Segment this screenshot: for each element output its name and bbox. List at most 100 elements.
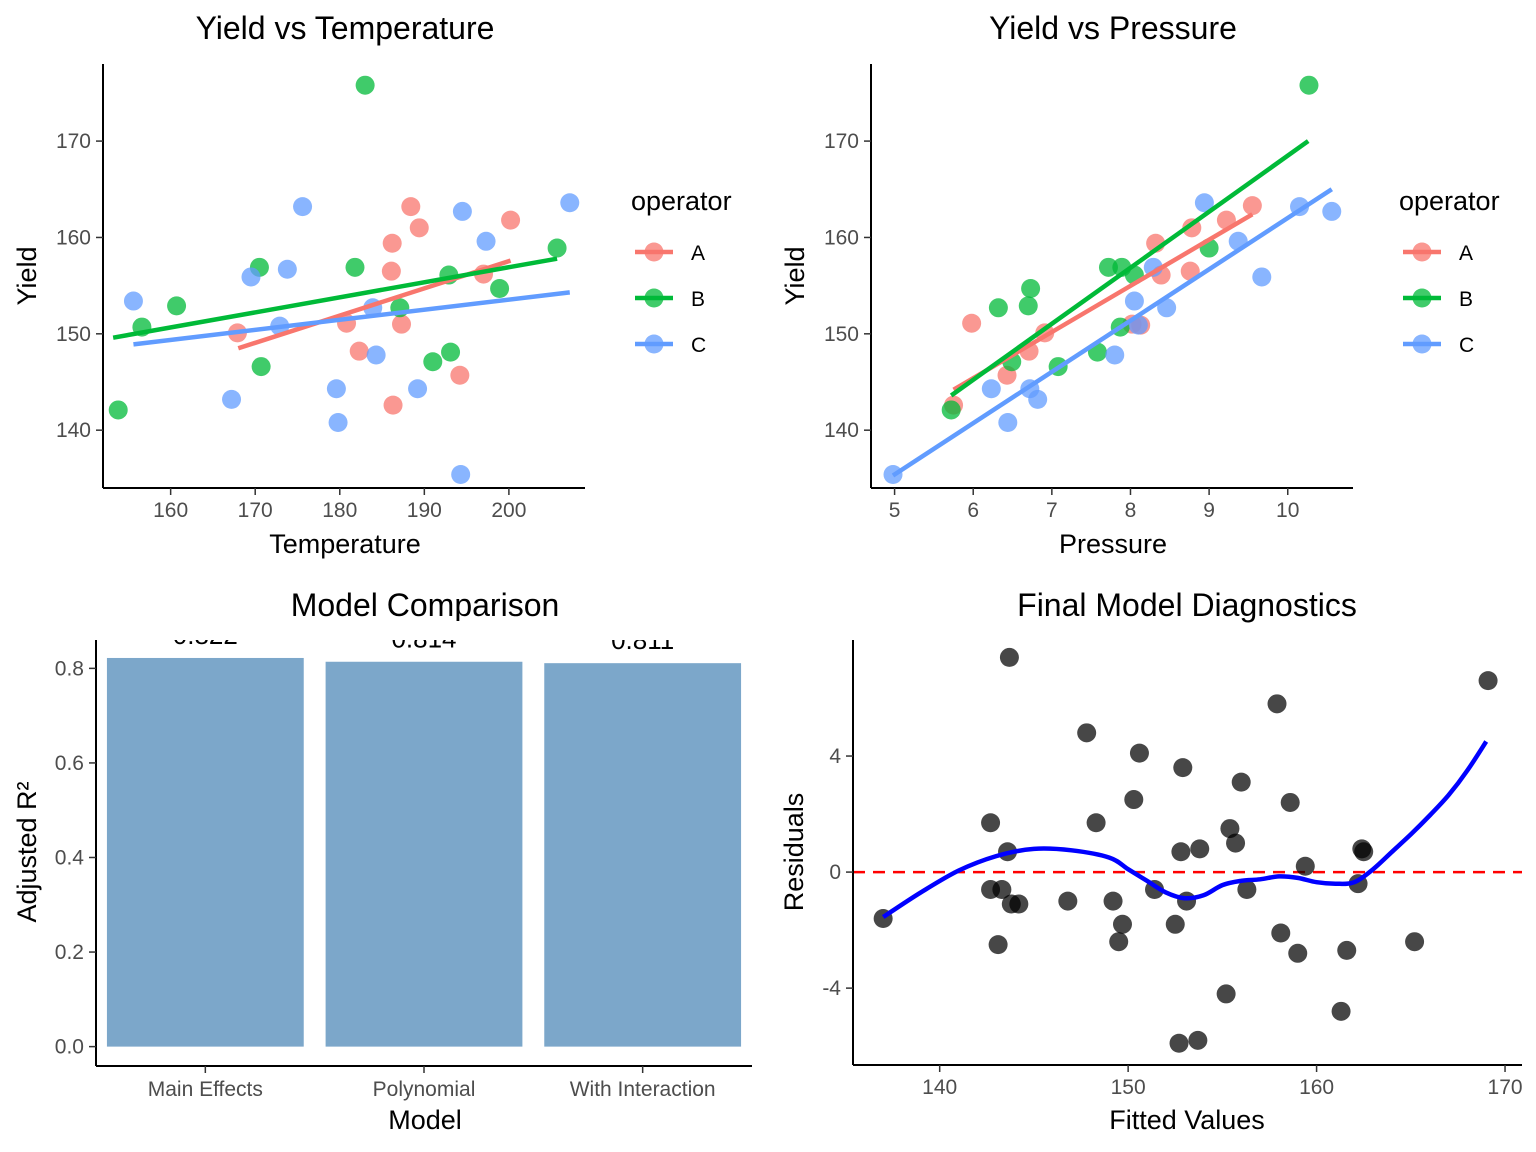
data-point-c xyxy=(1157,298,1177,318)
data-point-c xyxy=(1028,389,1048,409)
x-tick-label: Polynomial xyxy=(373,1078,476,1101)
data-point-a xyxy=(401,197,421,217)
data-point-c xyxy=(328,412,348,432)
residual-point xyxy=(1271,923,1291,943)
data-point-b xyxy=(423,352,443,372)
legend-label-b: B xyxy=(691,288,705,311)
residual-point xyxy=(1173,758,1193,778)
data-point-c xyxy=(1194,193,1214,213)
data-point-c xyxy=(560,193,580,213)
fit-line-b xyxy=(112,256,558,340)
x-tick-label: 140 xyxy=(922,1076,957,1099)
x-tick-label: 6 xyxy=(967,499,979,522)
residual-point xyxy=(1169,1033,1189,1053)
residual-point xyxy=(1354,842,1374,862)
y-tick-label: 0.6 xyxy=(55,752,84,775)
data-point-b xyxy=(441,342,461,362)
residual-point xyxy=(1103,891,1123,911)
legend-label-c: C xyxy=(1459,334,1474,357)
yield-vs-pressure-panel: Yield vs Pressure Pressure Yield operato… xyxy=(780,10,1500,559)
legend-label-a: A xyxy=(1459,242,1473,265)
x-tick-label: 5 xyxy=(889,499,901,522)
y-tick-label: 160 xyxy=(56,226,91,249)
legend-label-b: B xyxy=(1459,288,1473,311)
x-tick-label: 160 xyxy=(1299,1076,1334,1099)
data-point-b xyxy=(251,357,271,377)
residual-point xyxy=(1226,833,1246,853)
data-point-c xyxy=(452,201,472,221)
data-point-b xyxy=(355,75,375,95)
data-point-a xyxy=(349,341,369,361)
x-tick-label: 9 xyxy=(1203,499,1215,522)
data-point-c xyxy=(1124,291,1144,311)
data-point-b xyxy=(490,279,510,299)
y-tick-label: 0.2 xyxy=(55,941,84,964)
residual-point xyxy=(1216,984,1236,1004)
y-tick-label: 170 xyxy=(56,130,91,153)
data-point-c xyxy=(408,379,428,399)
y-axis-title: Yield xyxy=(780,246,810,305)
legend-title: operator xyxy=(1399,186,1500,216)
x-tick-label: 170 xyxy=(238,499,273,522)
legend-label-a: A xyxy=(691,242,705,265)
data-point-b xyxy=(1018,296,1038,316)
data-point-c xyxy=(1105,345,1125,365)
x-axis-title: Temperature xyxy=(269,529,421,559)
y-tick-label: 150 xyxy=(56,323,91,346)
y-axis-title: Yield xyxy=(12,246,42,305)
residual-point xyxy=(1280,792,1300,812)
residual-point xyxy=(1405,932,1425,952)
final-model-diagnostics-panel: Final Model Diagnostics Fitted Values Re… xyxy=(779,587,1523,1135)
bar-polynomial xyxy=(325,661,523,1047)
data-point-b xyxy=(108,400,128,420)
data-point-a xyxy=(381,261,401,281)
residual-point xyxy=(1478,671,1498,691)
x-tick-label: 7 xyxy=(1046,499,1058,522)
label-clip-mask xyxy=(36,621,812,640)
y-tick-label: 160 xyxy=(824,226,859,249)
chart-title: Model Comparison xyxy=(291,587,560,623)
residual-point xyxy=(1058,891,1078,911)
residual-point xyxy=(1295,856,1315,876)
y-tick-label: 4 xyxy=(829,745,841,768)
x-tick-label: With Interaction xyxy=(570,1078,716,1101)
y-tick-label: 0.4 xyxy=(55,846,85,869)
smooth-curve xyxy=(881,740,1489,919)
data-point-c xyxy=(1322,201,1342,221)
data-point-c xyxy=(998,412,1018,432)
fit-line-c xyxy=(891,187,1333,478)
y-tick-label: 140 xyxy=(56,419,91,442)
data-point-a xyxy=(1242,196,1262,216)
x-tick-label: 8 xyxy=(1125,499,1137,522)
legend-key-point-b xyxy=(1412,288,1432,308)
residual-point xyxy=(1237,879,1257,899)
residual-point xyxy=(981,813,1001,833)
x-tick-label: Main Effects xyxy=(148,1078,263,1101)
x-axis-title: Model xyxy=(388,1105,462,1135)
legend-key-point-c xyxy=(1412,334,1432,354)
data-point-c xyxy=(451,465,471,485)
residual-point xyxy=(1188,1030,1208,1050)
residual-point xyxy=(1124,790,1144,810)
residual-point xyxy=(1337,940,1357,960)
fit-line-c xyxy=(133,290,571,347)
legend-label-c: C xyxy=(691,334,706,357)
y-tick-label: 0.0 xyxy=(55,1036,84,1059)
chart-title: Yield vs Temperature xyxy=(196,10,495,46)
y-tick-label: 0.8 xyxy=(55,657,84,680)
residual-point xyxy=(1077,723,1097,743)
data-point-c xyxy=(981,379,1001,399)
data-point-a xyxy=(962,313,982,333)
residual-point xyxy=(1165,914,1185,934)
data-point-b xyxy=(1021,279,1041,299)
legend-title: operator xyxy=(631,186,732,216)
residual-point xyxy=(1288,943,1308,963)
y-tick-label: 140 xyxy=(824,419,859,442)
data-point-a xyxy=(382,233,402,253)
legend-key-point-a xyxy=(644,242,664,262)
data-point-b xyxy=(1098,257,1118,277)
residual-point xyxy=(1220,819,1240,839)
yield-vs-temperature-panel: Yield vs Temperature Temperature Yield o… xyxy=(12,10,732,559)
data-point-b xyxy=(345,257,365,277)
data-point-b xyxy=(1299,75,1319,95)
